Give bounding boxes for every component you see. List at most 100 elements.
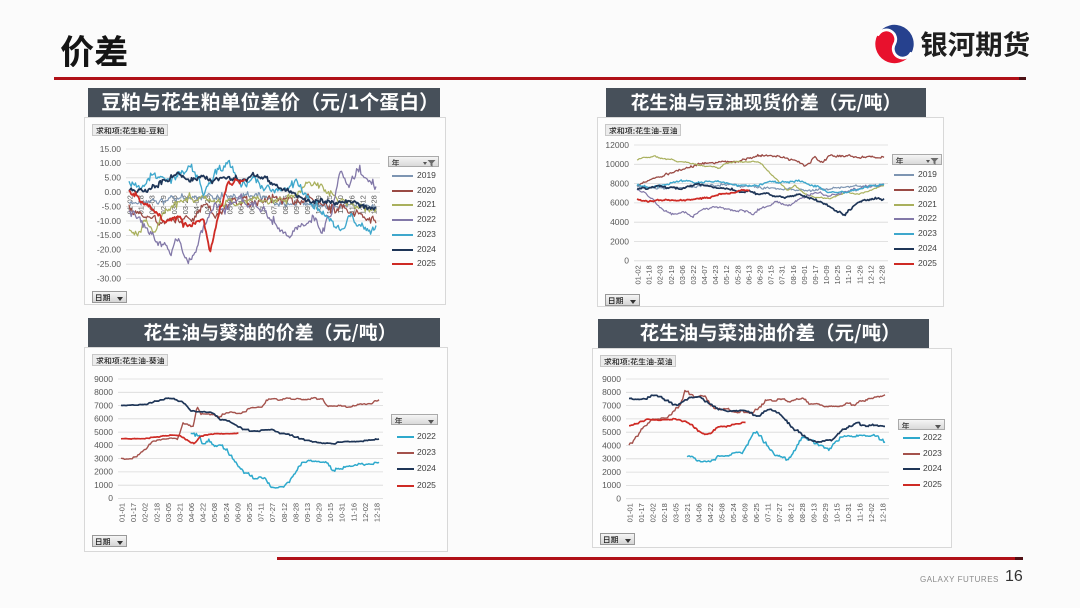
svg-text:06-13: 06-13 xyxy=(744,265,753,284)
svg-text:0: 0 xyxy=(108,493,113,503)
svg-text:12-28: 12-28 xyxy=(370,195,379,214)
svg-text:6000: 6000 xyxy=(94,414,113,424)
svg-text:05-28: 05-28 xyxy=(733,265,742,284)
svg-text:8000: 8000 xyxy=(610,178,629,188)
svg-text:08-12: 08-12 xyxy=(280,503,289,522)
svg-text:10000: 10000 xyxy=(605,159,629,169)
svg-text:05-12: 05-12 xyxy=(214,195,223,214)
svg-text:11-26: 11-26 xyxy=(855,265,864,284)
svg-text:10-31: 10-31 xyxy=(844,503,853,522)
svg-text:06-29: 06-29 xyxy=(756,265,765,284)
svg-text:08-16: 08-16 xyxy=(281,195,290,214)
svg-text:0: 0 xyxy=(616,494,621,504)
svg-text:04-06: 04-06 xyxy=(187,503,196,522)
svg-text:10-09: 10-09 xyxy=(822,265,831,284)
svg-text:11-10: 11-10 xyxy=(844,265,853,284)
svg-text:5000: 5000 xyxy=(94,427,113,437)
svg-text:01-17: 01-17 xyxy=(129,503,138,522)
svg-text:8000: 8000 xyxy=(602,387,621,397)
svg-text:10-15: 10-15 xyxy=(326,503,335,522)
svg-text:09-17: 09-17 xyxy=(811,265,820,284)
svg-text:05-24: 05-24 xyxy=(729,503,738,522)
svg-text:6000: 6000 xyxy=(602,414,621,424)
svg-text:12-02: 12-02 xyxy=(867,503,876,522)
svg-text:01-01: 01-01 xyxy=(626,503,635,522)
svg-text:05-08: 05-08 xyxy=(210,503,219,522)
svg-text:4000: 4000 xyxy=(94,440,113,450)
svg-text:-20.00: -20.00 xyxy=(97,245,121,255)
svg-text:06-09: 06-09 xyxy=(233,503,242,522)
svg-text:0: 0 xyxy=(624,256,629,266)
svg-text:08-28: 08-28 xyxy=(798,503,807,522)
svg-text:0.00: 0.00 xyxy=(104,187,121,197)
svg-text:07-27: 07-27 xyxy=(268,503,277,522)
svg-text:10-31: 10-31 xyxy=(338,503,347,522)
svg-text:12-18: 12-18 xyxy=(879,503,888,522)
svg-text:09-01: 09-01 xyxy=(800,265,809,284)
svg-text:02-03: 02-03 xyxy=(148,195,157,214)
svg-text:12-12: 12-12 xyxy=(866,265,875,284)
svg-text:09-13: 09-13 xyxy=(810,503,819,522)
svg-text:5000: 5000 xyxy=(602,427,621,437)
svg-text:06-09: 06-09 xyxy=(741,503,750,522)
svg-text:02-18: 02-18 xyxy=(152,503,161,522)
svg-text:03-21: 03-21 xyxy=(683,503,692,522)
svg-text:5.00: 5.00 xyxy=(104,173,121,183)
svg-text:05-12: 05-12 xyxy=(722,265,731,284)
svg-text:1000: 1000 xyxy=(602,480,621,490)
svg-text:1000: 1000 xyxy=(94,480,113,490)
svg-text:09-01: 09-01 xyxy=(292,195,301,214)
svg-text:6000: 6000 xyxy=(610,198,629,208)
svg-text:7000: 7000 xyxy=(94,400,113,410)
svg-text:04-06: 04-06 xyxy=(695,503,704,522)
svg-text:10-25: 10-25 xyxy=(325,195,334,214)
svg-text:3000: 3000 xyxy=(94,453,113,463)
svg-text:07-11: 07-11 xyxy=(764,503,773,522)
svg-text:12-18: 12-18 xyxy=(373,503,382,522)
svg-text:7000: 7000 xyxy=(602,400,621,410)
svg-text:08-28: 08-28 xyxy=(291,503,300,522)
svg-text:-15.00: -15.00 xyxy=(97,230,121,240)
svg-text:09-29: 09-29 xyxy=(315,503,324,522)
svg-text:04-23: 04-23 xyxy=(711,265,720,284)
svg-text:03-22: 03-22 xyxy=(689,265,698,284)
svg-text:06-25: 06-25 xyxy=(752,503,761,522)
svg-text:04-07: 04-07 xyxy=(700,265,709,284)
svg-text:02-02: 02-02 xyxy=(649,503,658,522)
svg-text:09-17: 09-17 xyxy=(303,195,312,214)
svg-text:-10.00: -10.00 xyxy=(97,216,121,226)
svg-text:05-08: 05-08 xyxy=(718,503,727,522)
svg-text:09-29: 09-29 xyxy=(821,503,830,522)
svg-text:9000: 9000 xyxy=(94,374,113,384)
svg-text:02-02: 02-02 xyxy=(141,503,150,522)
svg-text:2000: 2000 xyxy=(94,467,113,477)
svg-text:4000: 4000 xyxy=(610,217,629,227)
svg-text:01-02: 01-02 xyxy=(634,265,643,284)
svg-text:2000: 2000 xyxy=(610,236,629,246)
svg-text:01-01: 01-01 xyxy=(118,503,127,522)
svg-text:12-28: 12-28 xyxy=(878,265,887,284)
svg-text:03-22: 03-22 xyxy=(181,195,190,214)
svg-text:11-16: 11-16 xyxy=(349,503,358,522)
svg-text:9000: 9000 xyxy=(602,374,621,384)
svg-text:02-18: 02-18 xyxy=(660,503,669,522)
svg-text:04-22: 04-22 xyxy=(199,503,208,522)
svg-text:03-05: 03-05 xyxy=(672,503,681,522)
svg-text:02-19: 02-19 xyxy=(159,195,168,214)
svg-text:07-15: 07-15 xyxy=(767,265,776,284)
svg-text:07-11: 07-11 xyxy=(257,503,266,522)
svg-text:02-19: 02-19 xyxy=(667,265,676,284)
svg-text:02-03: 02-03 xyxy=(656,265,665,284)
svg-text:10.00: 10.00 xyxy=(100,158,122,168)
svg-text:3000: 3000 xyxy=(602,454,621,464)
svg-text:08-12: 08-12 xyxy=(787,503,796,522)
svg-text:01-17: 01-17 xyxy=(637,503,646,522)
svg-text:06-25: 06-25 xyxy=(245,503,254,522)
svg-text:8000: 8000 xyxy=(94,387,113,397)
svg-text:05-24: 05-24 xyxy=(222,503,231,522)
svg-text:04-07: 04-07 xyxy=(192,195,201,214)
svg-text:15.00: 15.00 xyxy=(100,144,122,154)
svg-text:03-21: 03-21 xyxy=(176,503,185,522)
svg-text:09-13: 09-13 xyxy=(303,503,312,522)
svg-text:07-27: 07-27 xyxy=(775,503,784,522)
